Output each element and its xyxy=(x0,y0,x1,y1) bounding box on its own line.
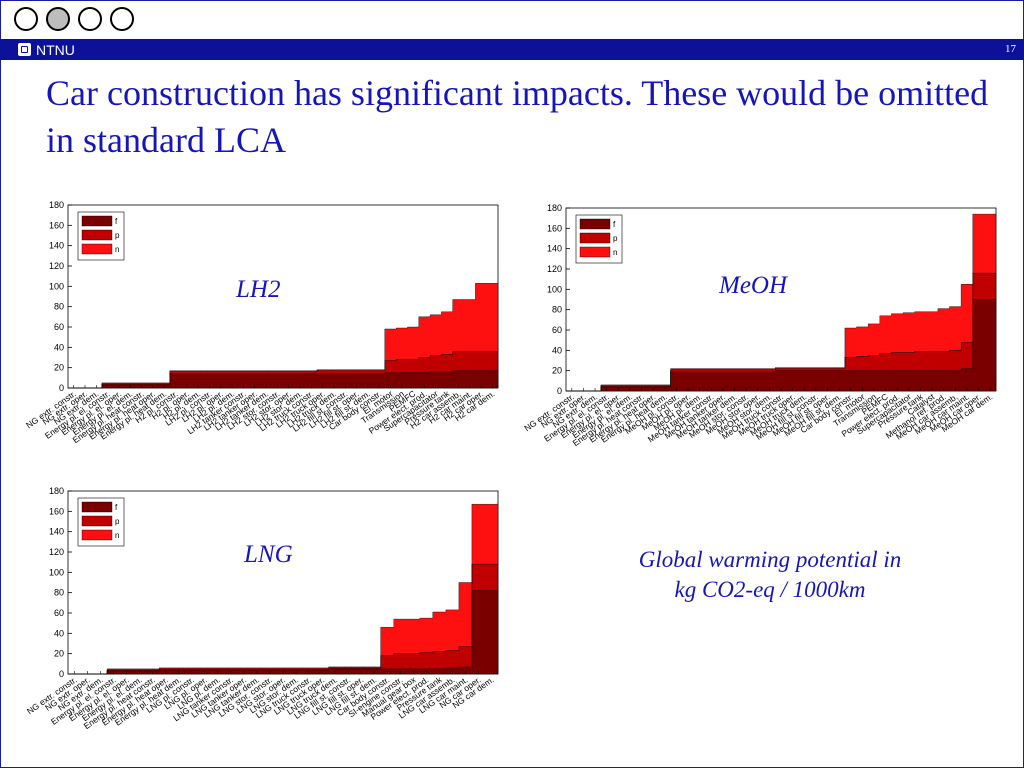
legend-label-f: f xyxy=(613,220,616,229)
y-tick-label: 180 xyxy=(49,200,64,210)
legend-label-p: p xyxy=(115,231,120,240)
y-tick-label: 80 xyxy=(54,302,64,312)
gwp-caption: Global warming potential in kg CO2-eq / … xyxy=(590,545,950,605)
nav-next-button[interactable] xyxy=(78,7,102,31)
nav-previous-button[interactable] xyxy=(46,7,70,31)
y-tick-label: 160 xyxy=(547,223,562,233)
slide-title: Car construction has significant impacts… xyxy=(46,73,989,160)
series-area-n xyxy=(566,213,997,392)
nav-last-button[interactable] xyxy=(110,7,134,31)
caption-line-2: kg CO2-eq / 1000km xyxy=(674,577,866,602)
series-area-n xyxy=(68,283,499,389)
caption-line-1: Global warming potential in xyxy=(638,547,902,572)
chart-legend: fpn xyxy=(575,214,623,264)
y-tick-label: 140 xyxy=(547,244,562,254)
series-area-n xyxy=(68,504,499,675)
y-tick-label: 120 xyxy=(49,261,64,271)
y-tick-label: 100 xyxy=(49,567,64,577)
legend-swatch-n xyxy=(81,529,113,541)
legend-label-f: f xyxy=(115,503,118,512)
legend-swatch-p xyxy=(81,229,113,241)
y-tick-label: 0 xyxy=(59,383,64,393)
y-tick-label: 160 xyxy=(49,220,64,230)
y-tick-label: 80 xyxy=(54,588,64,598)
legend-label-f: f xyxy=(115,217,118,226)
legend-label-p: p xyxy=(613,234,618,243)
y-tick-label: 20 xyxy=(54,649,64,659)
chart-legend: fpn xyxy=(77,211,125,261)
y-tick-label: 180 xyxy=(547,203,562,213)
legend-label-n: n xyxy=(613,248,617,257)
y-tick-label: 180 xyxy=(49,486,64,496)
y-tick-label: 140 xyxy=(49,241,64,251)
y-tick-label: 0 xyxy=(557,386,562,396)
y-tick-label: 140 xyxy=(49,527,64,537)
y-tick-label: 0 xyxy=(59,669,64,679)
chart-label-lng: LNG xyxy=(244,541,293,568)
ntnu-logo: NTNU xyxy=(18,41,75,58)
y-tick-label: 100 xyxy=(49,281,64,291)
y-tick-label: 20 xyxy=(552,366,562,376)
y-tick-label: 40 xyxy=(552,345,562,355)
legend-swatch-p xyxy=(81,515,113,527)
chart-label-lh2: LH2 xyxy=(236,276,281,303)
y-tick-label: 40 xyxy=(54,342,64,352)
nav-first-button[interactable] xyxy=(14,7,38,31)
y-tick-label: 20 xyxy=(54,363,64,373)
page-number: 17 xyxy=(1005,43,1016,55)
header-bar: NTNU 17 xyxy=(0,39,1024,60)
legend-swatch-f xyxy=(81,215,113,227)
y-tick-label: 120 xyxy=(547,264,562,274)
y-tick-label: 60 xyxy=(54,608,64,618)
legend-swatch-n xyxy=(81,243,113,255)
y-tick-label: 100 xyxy=(547,284,562,294)
chart-legend: fpn xyxy=(77,497,125,547)
y-tick-label: 80 xyxy=(552,305,562,315)
legend-label-n: n xyxy=(115,531,119,540)
y-tick-label: 40 xyxy=(54,628,64,638)
legend-swatch-p xyxy=(579,232,611,244)
legend-label-p: p xyxy=(115,517,120,526)
logo-text: NTNU xyxy=(36,41,75,58)
legend-label-n: n xyxy=(115,245,119,254)
y-tick-label: 60 xyxy=(552,325,562,335)
y-tick-label: 160 xyxy=(49,506,64,516)
legend-swatch-f xyxy=(81,501,113,513)
legend-swatch-f xyxy=(579,218,611,230)
ntnu-logo-icon xyxy=(18,43,31,56)
y-tick-label: 60 xyxy=(54,322,64,332)
chart-label-meoh: MeOH xyxy=(719,272,788,299)
legend-swatch-n xyxy=(579,246,611,258)
y-tick-label: 120 xyxy=(49,547,64,557)
